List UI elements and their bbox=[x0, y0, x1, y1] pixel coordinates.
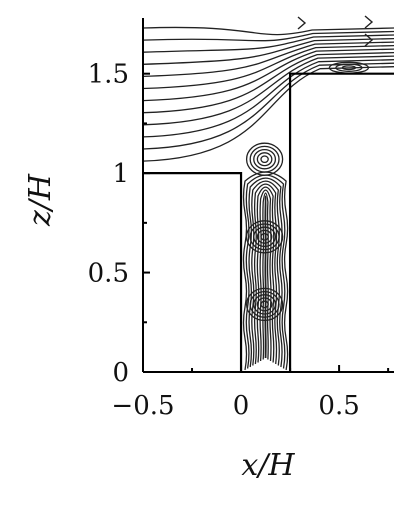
vortex-ring bbox=[249, 145, 280, 173]
vortex-ring bbox=[341, 65, 357, 71]
y-tick-label: 1 bbox=[112, 159, 129, 189]
streamline bbox=[142, 62, 395, 150]
vortex-ring bbox=[249, 223, 280, 251]
vortex-ring bbox=[249, 290, 280, 318]
streamline bbox=[142, 26, 395, 36]
flow-arrow bbox=[364, 33, 374, 47]
x-axis-title: x/H bbox=[241, 448, 295, 483]
vortex-ring bbox=[256, 297, 273, 312]
streamline bbox=[142, 41, 395, 78]
ticks: −0.5 0 0.500.511.5 bbox=[88, 60, 390, 421]
downstream-building-outline bbox=[288, 72, 394, 372]
vortex-ring bbox=[256, 152, 273, 167]
y-axis-title: z/H bbox=[23, 173, 58, 227]
vortex-ring bbox=[260, 155, 269, 164]
y-tick-label: 0.5 bbox=[88, 259, 129, 289]
upstream-building-outline bbox=[143, 172, 243, 372]
streamlines bbox=[142, 15, 395, 162]
vortex-ring bbox=[245, 220, 284, 254]
streamline bbox=[142, 55, 395, 126]
vortex-ring bbox=[253, 226, 277, 248]
vortex-ring bbox=[245, 142, 284, 176]
y-tick-label: 0 bbox=[112, 358, 129, 388]
axes bbox=[142, 18, 394, 373]
canyon-streamline bbox=[256, 186, 275, 363]
flow-arrow bbox=[297, 16, 307, 30]
canyon-streamline bbox=[264, 195, 267, 359]
vortex-streamlines bbox=[242, 61, 370, 371]
streamline bbox=[142, 59, 395, 138]
streamline bbox=[142, 34, 395, 53]
streamline bbox=[142, 66, 395, 162]
streamline bbox=[142, 51, 395, 114]
building-walls bbox=[143, 72, 394, 372]
vortex-ring bbox=[253, 294, 277, 315]
vortex-ring bbox=[245, 287, 284, 322]
streamline bbox=[142, 48, 395, 102]
streamline bbox=[142, 44, 395, 90]
x-tick-label: −0.5 bbox=[111, 391, 174, 421]
y-tick-label: 1.5 bbox=[88, 60, 129, 90]
x-tick-label: 0 bbox=[233, 391, 250, 421]
x-tick-label: 0.5 bbox=[318, 391, 359, 421]
flow-arrow bbox=[364, 15, 374, 29]
vortex-ring bbox=[256, 229, 273, 244]
vortex-ring bbox=[335, 63, 363, 72]
streamline bbox=[142, 30, 395, 42]
vortex-ring bbox=[253, 148, 277, 170]
streamline bbox=[142, 37, 395, 65]
vortex-ring bbox=[260, 232, 269, 241]
vortex-ring bbox=[260, 300, 269, 309]
